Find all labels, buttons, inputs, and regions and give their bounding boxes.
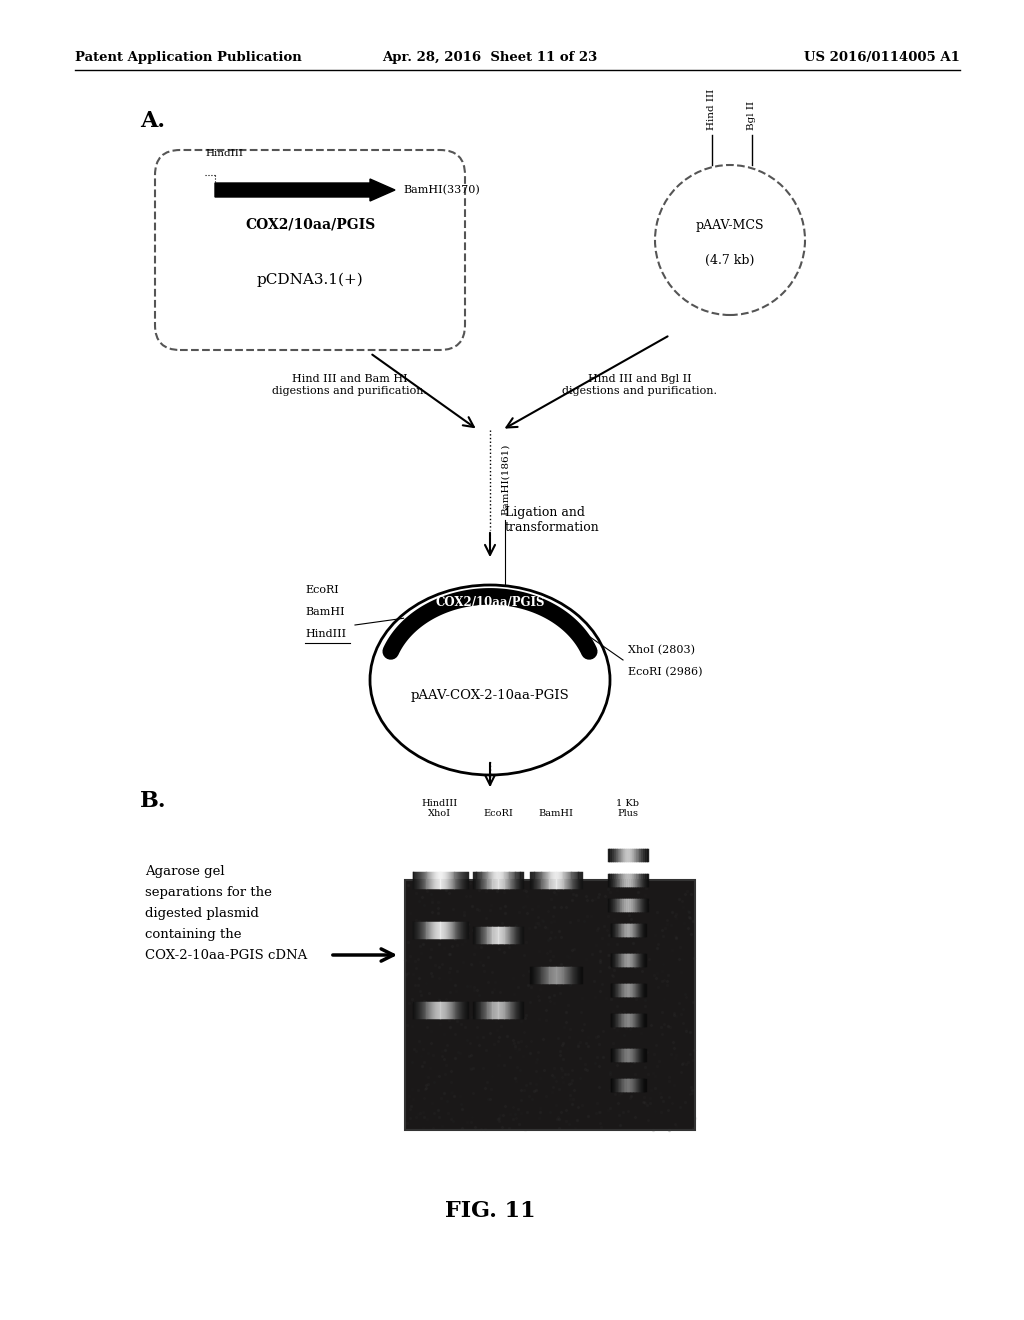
FancyArrow shape [215,180,395,201]
Text: A.: A. [140,110,165,132]
Text: Patent Application Publication: Patent Application Publication [75,51,302,65]
Text: EcoRI: EcoRI [305,585,339,595]
Text: BamHI: BamHI [539,809,573,818]
Text: Hind III and Bgl II
digestions and purification.: Hind III and Bgl II digestions and purif… [562,374,718,396]
Text: FIG. 11: FIG. 11 [444,1200,536,1222]
Text: pAAV-COX-2-10aa-PGIS: pAAV-COX-2-10aa-PGIS [411,689,569,701]
Text: EcoRI (2986): EcoRI (2986) [628,667,702,677]
Text: HindIII
XhoI: HindIII XhoI [422,799,458,818]
Text: B.: B. [140,789,167,812]
Text: COX2/10aa/PGIS: COX2/10aa/PGIS [245,218,375,232]
Text: COX2/10aa/PGIS: COX2/10aa/PGIS [435,595,545,609]
Text: US 2016/0114005 A1: US 2016/0114005 A1 [804,51,961,65]
FancyBboxPatch shape [155,150,465,350]
Text: BamHI: BamHI [305,607,345,616]
Bar [406,880,695,1130]
Text: pAAV-MCS: pAAV-MCS [695,219,764,231]
Text: HindIII: HindIII [305,630,346,639]
Text: Hind III and Bam HI
digestions and purification.: Hind III and Bam HI digestions and purif… [272,374,427,396]
Text: pCDNA3.1(+): pCDNA3.1(+) [257,273,364,288]
Text: XhoI (2803): XhoI (2803) [628,645,695,655]
Text: HindIII: HindIII [205,149,243,158]
Text: Ligation and
transformation: Ligation and transformation [505,506,600,535]
Text: 1 Kb
Plus: 1 Kb Plus [616,799,640,818]
Text: BamHI(1861): BamHI(1861) [501,444,510,515]
Text: Apr. 28, 2016  Sheet 11 of 23: Apr. 28, 2016 Sheet 11 of 23 [382,51,598,65]
Text: BamHI(3370): BamHI(3370) [403,185,480,195]
Text: Hind III: Hind III [708,88,717,129]
Text: Bgl II: Bgl II [748,100,757,129]
Text: (4.7 kb): (4.7 kb) [706,253,755,267]
Text: Agarose gel
separations for the
digested plasmid
containing the
COX-2-10aa-PGIS : Agarose gel separations for the digested… [145,865,307,962]
Text: EcoRI: EcoRI [483,809,513,818]
